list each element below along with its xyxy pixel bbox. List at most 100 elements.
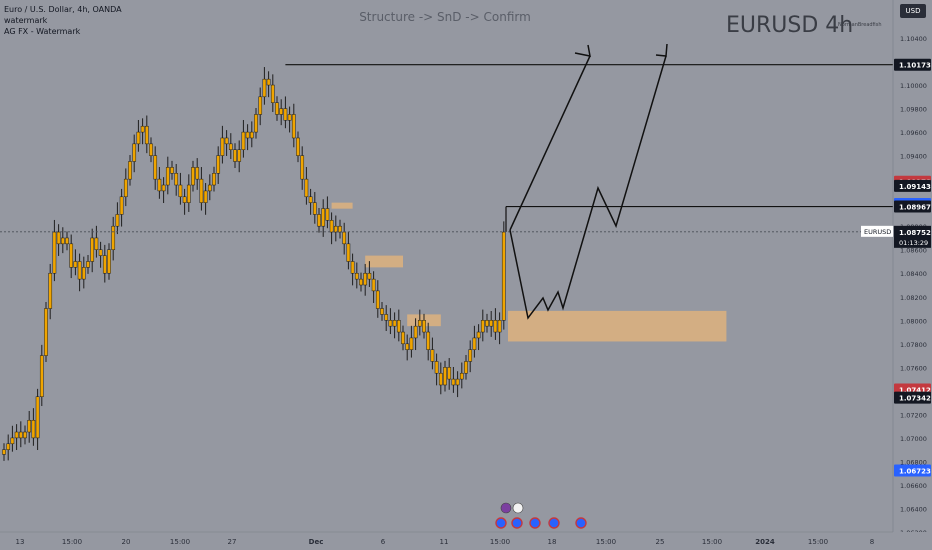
price-badge: [894, 200, 931, 213]
price-tick-label: 1.09800: [900, 106, 927, 114]
price-badge-label: 1.08967: [899, 204, 931, 212]
price-badge-label: 1.07412: [899, 386, 931, 394]
candle-body: [48, 272, 53, 309]
candle-body: [27, 420, 32, 433]
candle-body: [270, 84, 275, 103]
candle-body: [329, 220, 334, 233]
time-tick-label: 25: [656, 538, 665, 546]
candle-body: [455, 378, 460, 386]
time-axis: [0, 532, 932, 550]
candle-body: [14, 431, 19, 439]
currency-button[interactable]: USD: [900, 4, 926, 18]
candle-body: [258, 96, 263, 115]
candle-body: [342, 231, 347, 245]
candle-body: [371, 278, 376, 292]
candle-body: [279, 108, 284, 115]
candle-body: [468, 349, 473, 362]
event-icon: [495, 517, 507, 529]
symbol-badge-label: EURUSD: [864, 228, 891, 236]
time-tick-label: 15:00: [490, 538, 510, 546]
arrow-head-1: [574, 44, 591, 57]
candle-body: [98, 249, 103, 256]
candle-body: [199, 178, 204, 203]
candle-body: [153, 155, 158, 180]
candle-body: [81, 267, 86, 280]
event-icon: [512, 502, 524, 514]
candle-body: [165, 167, 170, 186]
time-tick-label: 20: [122, 538, 131, 546]
price-tick-label: 1.07000: [900, 435, 927, 443]
price-badge-label: 1.07342: [899, 395, 931, 403]
candle-body: [39, 355, 44, 397]
candle-body: [132, 143, 137, 162]
symbol-badge: [861, 225, 893, 237]
candle-body: [489, 320, 494, 327]
time-tick-label: 11: [440, 538, 449, 546]
price-tick-label: 1.10000: [900, 82, 927, 90]
candle-body: [447, 367, 452, 380]
candle-body: [405, 343, 410, 350]
candle-body: [94, 237, 99, 250]
candle-body: [10, 437, 15, 445]
candle-body: [73, 261, 78, 268]
candle-body: [241, 131, 246, 150]
sd-zone-1: [365, 255, 403, 268]
watermark-title: EURUSD 4h: [726, 13, 854, 38]
candle-body: [266, 78, 271, 86]
candle-body: [493, 320, 498, 333]
candle-body: [149, 143, 153, 156]
price-tick-label: 1.09400: [900, 153, 927, 161]
candle-body: [287, 114, 292, 121]
candle-body: [52, 231, 57, 274]
candle-body: [388, 320, 393, 327]
candle-body: [18, 431, 23, 439]
candle-body: [178, 184, 183, 198]
projection-path-2: [509, 55, 667, 320]
candle-body: [228, 143, 233, 150]
price-axis: [893, 0, 932, 550]
candle-body: [359, 278, 363, 286]
price-badge: [894, 58, 931, 71]
candle-body: [367, 272, 372, 280]
candle-body: [136, 131, 141, 145]
chart-legend: Euro / U.S. Dollar, 4h, OANDA watermark …: [4, 4, 122, 37]
price-badge: [894, 391, 931, 404]
time-tick-label: 15:00: [62, 538, 82, 546]
candle-body: [283, 108, 288, 121]
candle-body: [140, 125, 145, 133]
candle-body: [191, 167, 195, 186]
candle-body: [464, 361, 468, 374]
candle-body: [422, 320, 426, 333]
candle-body: [291, 114, 296, 139]
candle-body: [413, 325, 418, 339]
time-tick-label: Dec: [309, 538, 324, 546]
event-icon: [500, 502, 512, 514]
candle-body: [296, 137, 300, 156]
candle-body: [6, 443, 11, 450]
time-tick-label: 18: [548, 538, 557, 546]
price-tick-label: 1.08400: [900, 270, 927, 278]
indicator-watermark[interactable]: watermark: [4, 16, 48, 25]
candle-body: [249, 131, 254, 139]
price-tick-label: 1.08200: [900, 294, 927, 302]
candle-body: [182, 196, 187, 203]
candle-body: [216, 155, 221, 174]
candle-body: [254, 114, 258, 133]
sd-zone-3: [508, 310, 727, 342]
candle-body: [472, 337, 477, 350]
candle-body: [333, 225, 338, 233]
candle-body: [2, 449, 6, 455]
candle-body: [476, 331, 481, 339]
candle-body: [203, 190, 208, 203]
candle-body: [317, 214, 321, 227]
candle-body: [321, 208, 326, 227]
candle-body: [212, 173, 216, 186]
candle-body: [56, 231, 61, 245]
event-icon: [548, 517, 560, 529]
candle-body: [304, 178, 309, 198]
candle-body: [350, 261, 355, 274]
candle-body: [157, 178, 162, 192]
candle-body: [102, 255, 107, 274]
indicator-ag-fx[interactable]: AG FX - Watermark: [4, 27, 81, 36]
